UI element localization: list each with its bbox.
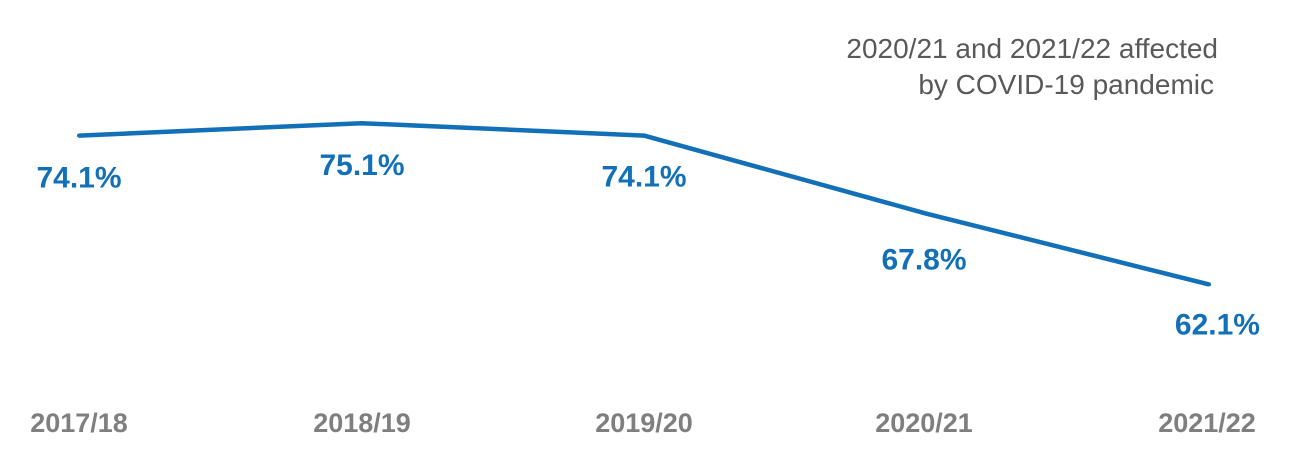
data-label: 74.1% [601,161,686,194]
covid-annotation: 2020/21 and 2021/22 affected by COVID-19… [846,33,1218,100]
annotation-line-2: by COVID-19 pandemic [918,69,1214,100]
x-tick-label: 2018/19 [313,408,411,438]
x-tick-label: 2021/22 [1158,408,1256,438]
data-point [642,133,646,138]
data-label: 67.8% [881,244,966,277]
annotation-line-1: 2020/21 and 2021/22 affected [846,33,1218,64]
x-axis-tick-labels: 2017/18 2018/19 2019/20 2020/21 2021/22 [30,408,1256,438]
plot-area [77,120,1211,287]
data-point [77,133,81,138]
data-point [924,211,929,216]
data-label: 74.1% [36,162,121,195]
data-label: 75.1% [319,149,404,182]
data-label: 62.1% [1175,308,1260,341]
data-point [359,121,364,126]
x-tick-label: 2019/20 [595,408,693,438]
data-labels: 74.1% 75.1% 74.1% 67.8% 62.1% [36,149,1260,341]
data-point [1207,282,1211,287]
x-tick-label: 2017/18 [30,408,128,438]
x-tick-label: 2020/21 [875,408,973,438]
series-line [78,120,1210,287]
